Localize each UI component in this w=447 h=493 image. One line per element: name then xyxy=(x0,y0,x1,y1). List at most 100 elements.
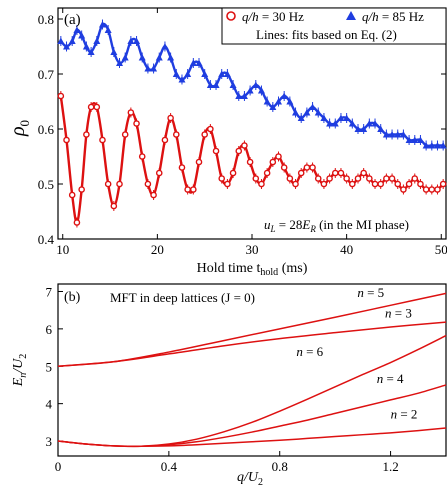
a-point-85hz xyxy=(161,43,169,50)
a-point-30hz xyxy=(320,180,328,188)
b-ytick-label: 3 xyxy=(46,434,53,449)
a-point-85hz xyxy=(422,142,430,149)
a-point-30hz xyxy=(99,136,106,144)
b-curve-4 xyxy=(57,427,447,448)
a-point-85hz xyxy=(309,103,317,110)
b-xtick-label: 0.4 xyxy=(161,459,178,474)
a-point-85hz xyxy=(246,87,254,94)
a-point-85hz xyxy=(399,131,407,138)
a-point-85hz xyxy=(428,142,436,149)
a-point-85hz xyxy=(184,70,192,77)
a-point-85hz xyxy=(178,76,186,83)
a-point-85hz xyxy=(195,59,203,66)
a-point-85hz xyxy=(331,120,339,127)
panel-a-xlabel: Hold time thold (ms) xyxy=(197,261,308,278)
a-point-30hz xyxy=(314,175,322,182)
a-ytick-label: 0.5 xyxy=(38,177,54,192)
a-point-30hz xyxy=(121,131,129,138)
a-point-30hz xyxy=(116,180,123,188)
a-point-30hz xyxy=(138,153,146,160)
a-point-85hz xyxy=(206,81,214,88)
a-xtick-label: 10 xyxy=(56,242,69,257)
a-point-85hz xyxy=(388,131,396,138)
panel-b-frame xyxy=(57,283,447,457)
a-point-85hz xyxy=(348,120,356,127)
a-point-30hz xyxy=(127,109,135,116)
a-point-30hz xyxy=(133,120,140,127)
a-point-30hz xyxy=(297,169,305,177)
a-point-30hz xyxy=(280,164,288,171)
a-point-85hz xyxy=(82,43,90,50)
a-point-85hz xyxy=(433,142,441,149)
a-point-30hz xyxy=(218,175,226,182)
b-ytick-label: 6 xyxy=(46,322,53,337)
a-point-30hz xyxy=(394,180,402,188)
b-ytick-label: 5 xyxy=(46,359,53,374)
a-xtick-label: 40 xyxy=(340,242,353,257)
a-point-30hz xyxy=(292,180,299,188)
a-point-30hz xyxy=(326,175,333,182)
a-point-85hz xyxy=(223,70,231,77)
b-curve-label: n = 5 xyxy=(357,285,384,300)
a-point-30hz xyxy=(258,180,265,188)
a-point-30hz xyxy=(224,180,231,188)
a-point-85hz xyxy=(326,120,334,127)
a-point-30hz xyxy=(286,175,294,182)
a-point-85hz xyxy=(172,70,180,77)
a-point-85hz xyxy=(354,125,362,132)
a-point-30hz xyxy=(78,186,85,193)
a-point-30hz xyxy=(83,131,90,138)
a-point-30hz xyxy=(172,131,180,138)
panel-b-title: MFT in deep lattices (J = 0) xyxy=(110,290,255,305)
a-point-30hz xyxy=(190,186,197,193)
a-point-85hz xyxy=(252,81,260,88)
a-point-30hz xyxy=(104,180,112,188)
a-point-85hz xyxy=(320,114,328,121)
a-point-30hz xyxy=(377,180,385,188)
a-point-85hz xyxy=(138,54,146,61)
a-ytick-label: 0.4 xyxy=(38,232,55,247)
a-point-85hz xyxy=(263,98,271,105)
a-point-30hz xyxy=(87,103,95,111)
a-point-85hz xyxy=(127,37,135,44)
a-point-85hz xyxy=(240,92,248,99)
legend-entry-85hz: q/h = 85 Hz xyxy=(362,9,424,24)
a-point-30hz xyxy=(360,169,367,177)
a-point-30hz xyxy=(68,191,76,199)
a-point-85hz xyxy=(382,131,390,138)
a-ytick-label: 0.8 xyxy=(38,12,54,27)
a-point-85hz xyxy=(201,70,209,77)
a-point-30hz xyxy=(275,153,282,160)
a-point-30hz xyxy=(93,103,101,111)
a-point-30hz xyxy=(366,175,373,182)
a-point-30hz xyxy=(229,169,237,177)
a-point-85hz xyxy=(365,120,373,127)
a-point-30hz xyxy=(383,175,390,182)
a-point-85hz xyxy=(274,98,282,105)
a-point-30hz xyxy=(428,186,436,193)
a-point-85hz xyxy=(343,114,351,121)
a-ytick-label: 0.6 xyxy=(38,122,55,137)
a-point-30hz xyxy=(201,131,208,138)
a-point-85hz xyxy=(314,109,322,116)
a-point-85hz xyxy=(405,136,413,143)
a-point-85hz xyxy=(303,109,311,116)
a-point-30hz xyxy=(309,164,316,171)
a-point-30hz xyxy=(337,169,345,177)
a-point-85hz xyxy=(78,32,86,39)
a-point-85hz xyxy=(57,37,65,44)
a-point-85hz xyxy=(73,26,81,33)
a-point-85hz xyxy=(93,37,101,44)
panel-b-ylabel: En/U2 xyxy=(11,354,29,388)
panel-b-label: (b) xyxy=(64,290,81,305)
a-point-30hz xyxy=(73,219,81,226)
a-point-30hz xyxy=(371,180,379,188)
a-point-30hz xyxy=(178,164,186,171)
a-xtick-label: 20 xyxy=(151,242,164,257)
a-point-85hz xyxy=(63,43,71,50)
a-point-30hz xyxy=(241,142,248,149)
a-point-85hz xyxy=(292,109,300,116)
b-curve-1 xyxy=(57,321,447,368)
a-point-30hz xyxy=(150,191,157,199)
